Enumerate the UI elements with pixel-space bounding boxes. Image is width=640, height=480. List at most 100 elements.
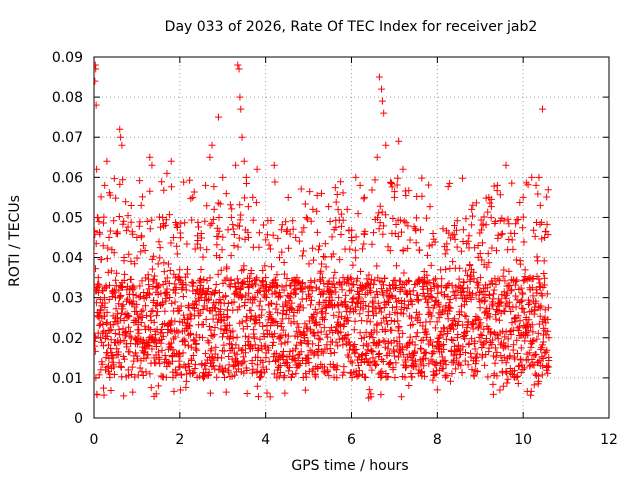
data-point: [476, 304, 484, 312]
data-point: [310, 310, 318, 318]
data-point: [379, 337, 387, 345]
data-point: [284, 194, 292, 202]
data-point: [235, 222, 243, 230]
data-point: [516, 260, 524, 268]
data-point: [119, 305, 127, 313]
data-point: [238, 293, 246, 301]
data-point: [115, 359, 123, 367]
data-point: [485, 325, 493, 333]
data-point: [122, 227, 130, 235]
data-point: [212, 287, 220, 295]
data-point: [175, 306, 183, 314]
data-point: [215, 213, 223, 221]
data-point: [257, 342, 265, 350]
y-tick-label: 0.06: [52, 170, 83, 186]
data-point: [539, 338, 547, 346]
data-point: [457, 350, 465, 358]
data-point: [244, 228, 252, 236]
data-point: [442, 265, 450, 273]
data-point: [536, 201, 544, 209]
data-point: [394, 233, 402, 241]
data-point: [138, 277, 146, 285]
data-point: [375, 353, 383, 361]
data-point: [239, 325, 247, 333]
data-point: [251, 312, 259, 320]
x-tick-label: 2: [175, 432, 184, 448]
data-point: [460, 287, 468, 295]
data-point: [280, 374, 288, 382]
data-point: [439, 331, 447, 339]
data-point: [504, 375, 512, 383]
data-point: [316, 269, 324, 277]
data-point: [266, 310, 274, 318]
data-point: [344, 317, 352, 325]
data-point: [401, 373, 409, 381]
data-point: [436, 303, 444, 311]
data-point: [387, 179, 395, 187]
data-point: [154, 283, 162, 291]
data-point: [396, 216, 404, 224]
data-point: [331, 284, 339, 292]
data-point: [111, 294, 119, 302]
data-point: [429, 229, 437, 237]
data-point: [514, 312, 522, 320]
data-point: [327, 350, 335, 358]
data-point: [316, 336, 324, 344]
data-point: [348, 226, 356, 234]
x-tick-label: 0: [90, 432, 99, 448]
data-point: [295, 306, 303, 314]
data-point: [408, 356, 416, 364]
data-point: [535, 173, 543, 181]
data-point: [451, 315, 459, 323]
data-point: [385, 282, 393, 290]
data-point: [386, 359, 394, 367]
data-point: [379, 358, 387, 366]
data-point: [173, 242, 181, 250]
data-point: [538, 235, 546, 243]
data-point: [372, 309, 380, 317]
data-point: [425, 360, 433, 368]
data-point: [287, 319, 295, 327]
data-point: [283, 226, 291, 234]
data-point: [440, 324, 448, 332]
data-point: [528, 321, 536, 329]
data-point: [105, 234, 113, 241]
data-point: [216, 253, 224, 261]
data-point: [210, 205, 218, 213]
data-point: [362, 340, 370, 348]
data-point: [263, 389, 271, 397]
data-point: [317, 328, 325, 336]
data-point: [440, 291, 448, 299]
data-point: [336, 256, 344, 264]
data-point: [180, 178, 188, 186]
data-point: [103, 308, 111, 316]
data-point: [461, 312, 469, 320]
data-point: [98, 338, 106, 346]
data-point: [448, 281, 456, 289]
data-point: [514, 380, 522, 388]
data-point: [94, 265, 100, 273]
data-point: [189, 303, 197, 311]
data-point: [214, 232, 222, 240]
y-tick-label: 0.04: [52, 251, 83, 267]
data-point: [484, 250, 492, 258]
y-tick-label: 0.02: [52, 331, 83, 347]
data-point: [114, 348, 122, 356]
data-point: [266, 393, 274, 401]
data-point: [489, 380, 497, 388]
data-point: [151, 272, 159, 280]
data-point: [451, 221, 458, 229]
data-point: [299, 357, 307, 365]
data-point: [309, 340, 317, 348]
data-point: [404, 222, 412, 230]
data-point: [253, 274, 261, 282]
data-point: [199, 305, 207, 313]
data-point: [129, 297, 137, 305]
data-point: [233, 357, 241, 365]
data-point: [537, 302, 545, 310]
data-point: [146, 325, 154, 333]
data-point: [161, 221, 169, 229]
data-point: [94, 250, 98, 258]
data-point: [544, 304, 552, 312]
data-point: [256, 297, 264, 305]
